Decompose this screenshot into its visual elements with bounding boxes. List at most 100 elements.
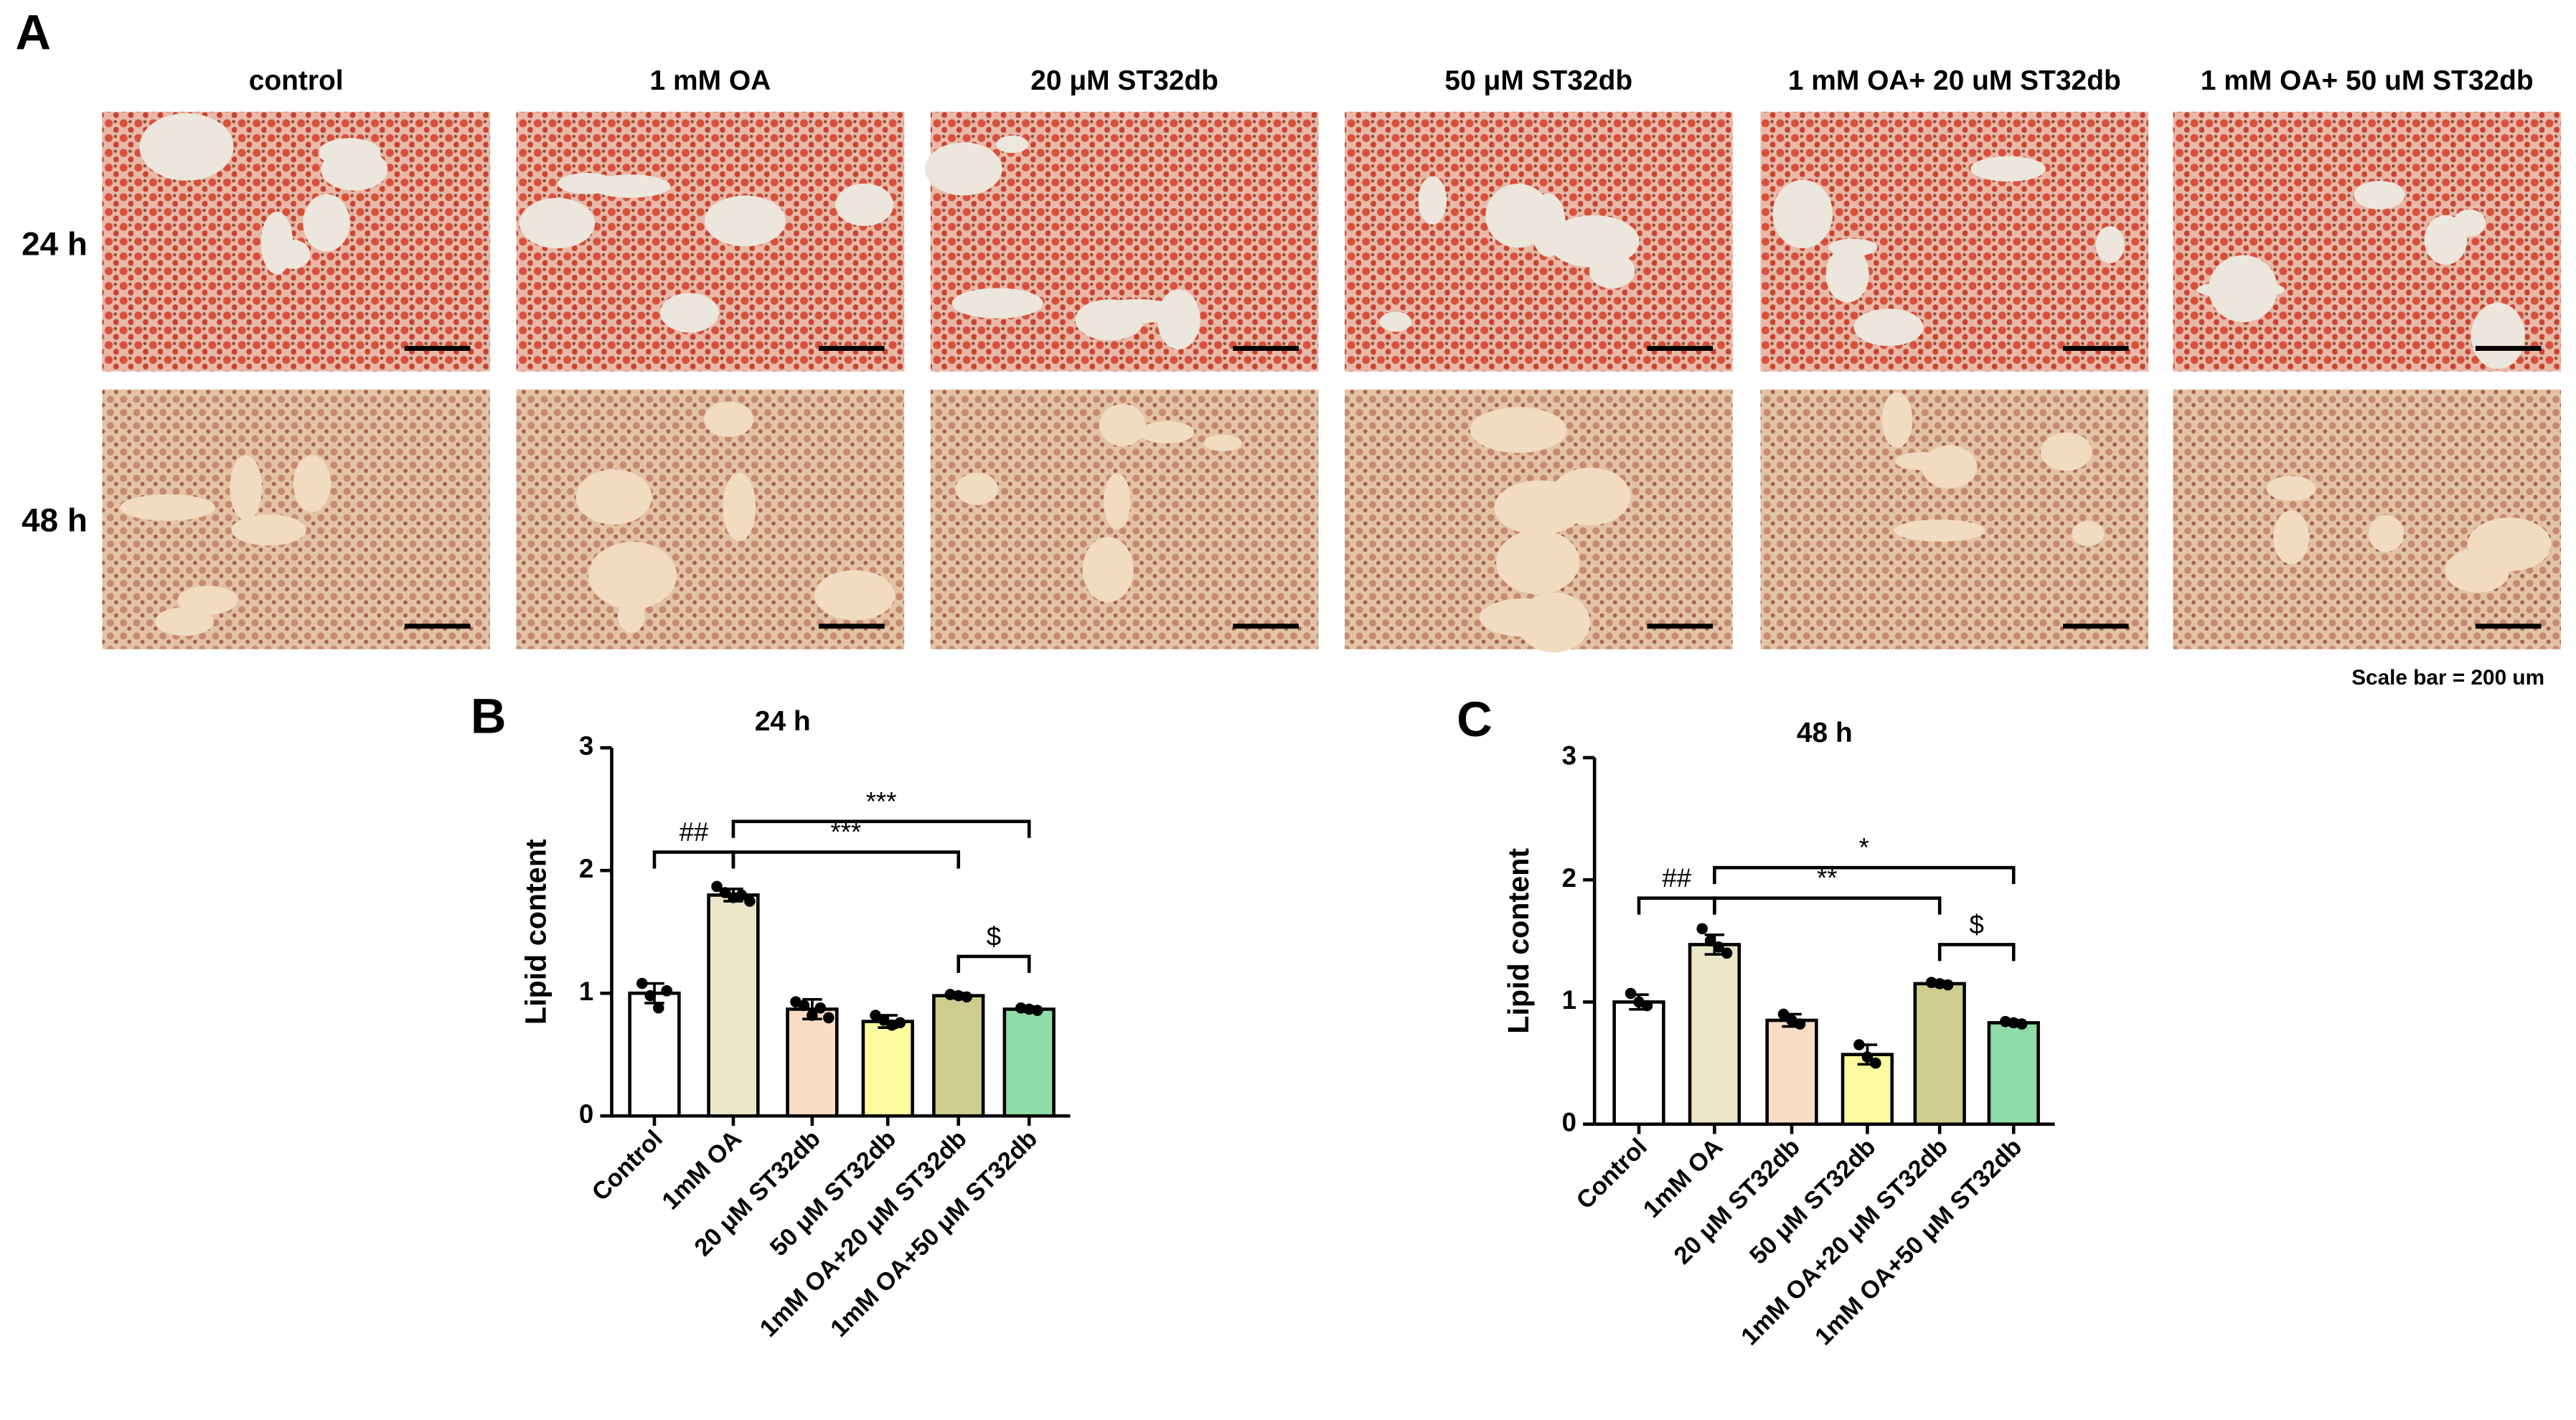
y-tick-label: 2: [579, 854, 593, 883]
bar: [786, 1007, 839, 1118]
micrograph-gap: [1970, 156, 2046, 182]
bar: [1765, 1018, 1818, 1126]
data-point: [961, 991, 972, 1003]
micrograph-gap: [2445, 548, 2510, 593]
bar: [1913, 982, 1966, 1126]
micrograph-gap: [1894, 519, 1985, 542]
y-tick-label: 0: [579, 1099, 593, 1129]
data-point: [944, 989, 956, 1000]
micrograph-gap: [835, 183, 894, 227]
micrograph-gap: [590, 174, 671, 198]
data-point: [661, 985, 672, 997]
data-point: [1023, 1003, 1035, 1015]
column-header: control: [249, 65, 344, 96]
data-point: [1696, 923, 1708, 935]
micrograph: [1760, 389, 2149, 649]
significance-bracket: [652, 850, 735, 869]
micrograph-gap: [139, 113, 234, 181]
micrograph-gap: [703, 401, 754, 437]
data-point: [798, 1000, 810, 1012]
column-header: 50 μM ST32db: [1444, 65, 1632, 96]
micrograph-gap: [2209, 255, 2278, 323]
bar: [1002, 1007, 1056, 1118]
data-point: [1721, 947, 1733, 959]
data-point: [652, 1002, 664, 1014]
data-point: [644, 989, 657, 1002]
micrograph-gap: [1099, 404, 1146, 446]
y-tick-label: 3: [579, 731, 593, 761]
panel-label: B: [471, 688, 507, 743]
data-point: [2016, 1018, 2028, 1030]
bar: [861, 1020, 914, 1118]
row-label: 24 h: [22, 226, 88, 263]
x-tick-label: Control: [587, 1125, 668, 1206]
panel-label: C: [1457, 692, 1493, 747]
bar: [707, 893, 760, 1118]
data-point: [1794, 1018, 1806, 1030]
y-tick-label: 0: [1562, 1107, 1576, 1137]
bar: [1987, 1021, 2040, 1126]
significance-label: $: [1970, 910, 1984, 939]
micrograph-gap: [155, 607, 214, 636]
data-point: [1625, 987, 1637, 1000]
micrograph-gap: [2471, 302, 2525, 370]
micrograph-gap: [924, 142, 1002, 196]
micrograph-gap: [1494, 480, 1585, 535]
micrograph-gap: [2273, 510, 2310, 565]
micrograph-gap: [1881, 392, 1913, 448]
column-header: 1 mM OA: [650, 65, 771, 96]
data-point: [2008, 1017, 2020, 1029]
y-axis-label: Lipid content: [519, 839, 552, 1025]
micrograph-gap: [2040, 432, 2092, 471]
scale-note: Scale bar = 200 um: [2351, 666, 2544, 690]
data-point: [1713, 941, 1724, 953]
significance-label: $: [987, 921, 1001, 951]
micrograph-gap: [177, 586, 238, 615]
data-point: [1777, 1008, 1790, 1020]
data-point: [814, 1002, 827, 1014]
significance-label: ##: [1662, 863, 1691, 893]
micrograph-gap: [1853, 309, 1924, 347]
column-header: 20 μM ST32db: [1030, 65, 1218, 96]
data-point: [1934, 978, 1945, 989]
data-point: [1031, 1005, 1043, 1016]
micrograph-gap: [951, 288, 1043, 319]
micrograph: [1760, 111, 2149, 372]
micrograph-gap: [1103, 473, 1131, 530]
data-point: [1641, 1000, 1653, 1012]
data-point: [719, 887, 731, 898]
micrograph-gap: [1203, 434, 1242, 451]
significance-bracket: [1637, 896, 1716, 915]
micrograph-gap: [2354, 180, 2405, 210]
micrograph-gap: [2498, 525, 2549, 560]
micrograph-gap: [260, 211, 293, 275]
y-tick-label: 1: [1562, 985, 1576, 1015]
data-point: [1942, 979, 1954, 991]
data-point: [711, 880, 723, 893]
micrograph-gap: [230, 455, 263, 521]
data-point: [1853, 1039, 1865, 1050]
bar: [628, 991, 681, 1118]
micrograph-gap: [996, 135, 1029, 154]
data-point: [823, 1012, 835, 1024]
bar: [1841, 1053, 1894, 1126]
micrograph-gap: [321, 149, 388, 191]
row-label: 48 h: [22, 502, 88, 538]
micrograph-gap: [1379, 311, 1412, 332]
data-point: [952, 989, 964, 1002]
column-header: 1 mM OA+ 20 uM ST32db: [1788, 65, 2121, 96]
micrograph-gap: [814, 570, 896, 621]
bar: [1612, 1000, 1665, 1126]
micrograph-gap: [1825, 247, 1869, 303]
y-tick-label: 2: [1562, 863, 1576, 893]
micrograph-gap: [2266, 476, 2316, 501]
micrograph-gap: [1082, 537, 1134, 603]
significance-bracket: [956, 954, 1031, 973]
significance-bracket: [1713, 865, 2016, 885]
micrograph-gap: [303, 194, 350, 252]
data-point: [1870, 1057, 1881, 1069]
significance-bracket: [1937, 943, 2016, 961]
data-point: [870, 1010, 881, 1021]
data-point: [807, 1010, 818, 1021]
y-axis-label: Lipid content: [1502, 848, 1535, 1034]
